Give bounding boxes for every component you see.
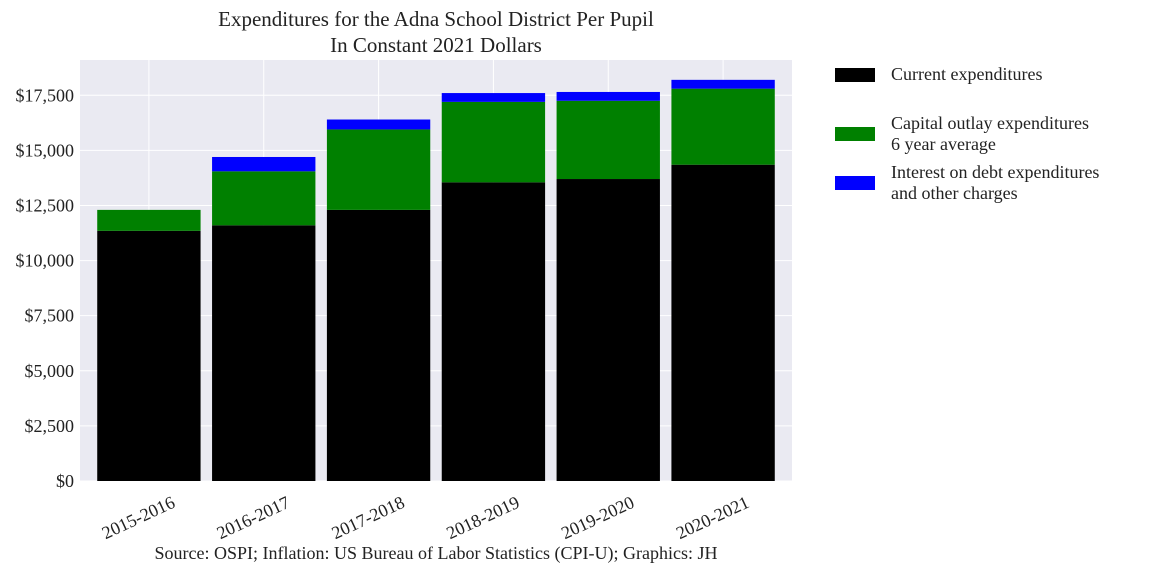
bar-segment-2015-2016-s0 <box>97 230 201 481</box>
bars <box>97 79 775 481</box>
legend-swatch-current <box>835 68 875 82</box>
y-tick-label: $2,500 <box>25 416 75 436</box>
bar-segment-2020-2021-s1 <box>671 88 775 165</box>
x-tick-label: 2018-2019 <box>443 492 522 543</box>
legend-label-capital: Capital outlay expenditures 6 year avera… <box>891 113 1089 154</box>
bar-segment-2016-2017-s1 <box>212 171 316 226</box>
y-axis-ticks: $0 $2,500 $5,000 $7,500 $10,000 $12,500 $15,00… <box>16 85 75 491</box>
x-tick-label: 2015-2016 <box>99 492 178 543</box>
legend-label-interest: Interest on debt expenditures and other … <box>891 162 1100 203</box>
legend-swatch-capital <box>835 127 875 141</box>
x-tick-label: 2020-2021 <box>673 492 752 543</box>
bar-segment-2019-2020-s0 <box>556 179 660 481</box>
y-tick-label: $7,500 <box>25 306 75 326</box>
bar-segment-2017-2018-s0 <box>326 209 431 481</box>
legend-label-current: Current expenditures <box>891 64 1043 84</box>
chart-subtitle: In Constant 2021 Dollars <box>330 33 542 57</box>
x-tick-label: 2019-2020 <box>558 492 637 543</box>
y-tick-label: $17,500 <box>16 85 75 105</box>
bar-segment-2020-2021-s2 <box>671 79 775 89</box>
legend-swatch-interest <box>835 176 875 190</box>
y-tick-label: $15,000 <box>16 140 75 160</box>
chart-title: Expenditures for the Adna School Distric… <box>218 7 654 31</box>
y-tick-label: $10,000 <box>16 251 75 271</box>
bar-segment-2020-2021-s0 <box>671 164 775 481</box>
bar-segment-2018-2019-s1 <box>441 101 546 183</box>
bar-segment-2019-2020-s1 <box>556 100 660 180</box>
bar-segment-2018-2019-s0 <box>441 182 546 481</box>
x-axis-ticks: 2015-2016 2016-2017 2017-2018 2018-2019 2019… <box>99 492 752 543</box>
x-tick-label: 2016-2017 <box>214 492 293 543</box>
bar-segment-2019-2020-s2 <box>556 91 660 101</box>
y-tick-label: $12,500 <box>16 195 75 215</box>
bar-segment-2017-2018-s2 <box>326 119 431 130</box>
source-note: Source: OSPI; Inflation: US Bureau of La… <box>154 543 718 563</box>
bar-segment-2018-2019-s2 <box>441 93 546 102</box>
y-tick-label: $0 <box>56 471 74 491</box>
bar-segment-2016-2017-s0 <box>212 225 316 481</box>
bar-segment-2016-2017-s2 <box>212 156 316 172</box>
y-tick-label: $5,000 <box>25 361 75 381</box>
x-tick-label: 2017-2018 <box>328 492 407 543</box>
bar-segment-2017-2018-s1 <box>326 129 431 210</box>
bar-segment-2015-2016-s1 <box>97 209 201 231</box>
